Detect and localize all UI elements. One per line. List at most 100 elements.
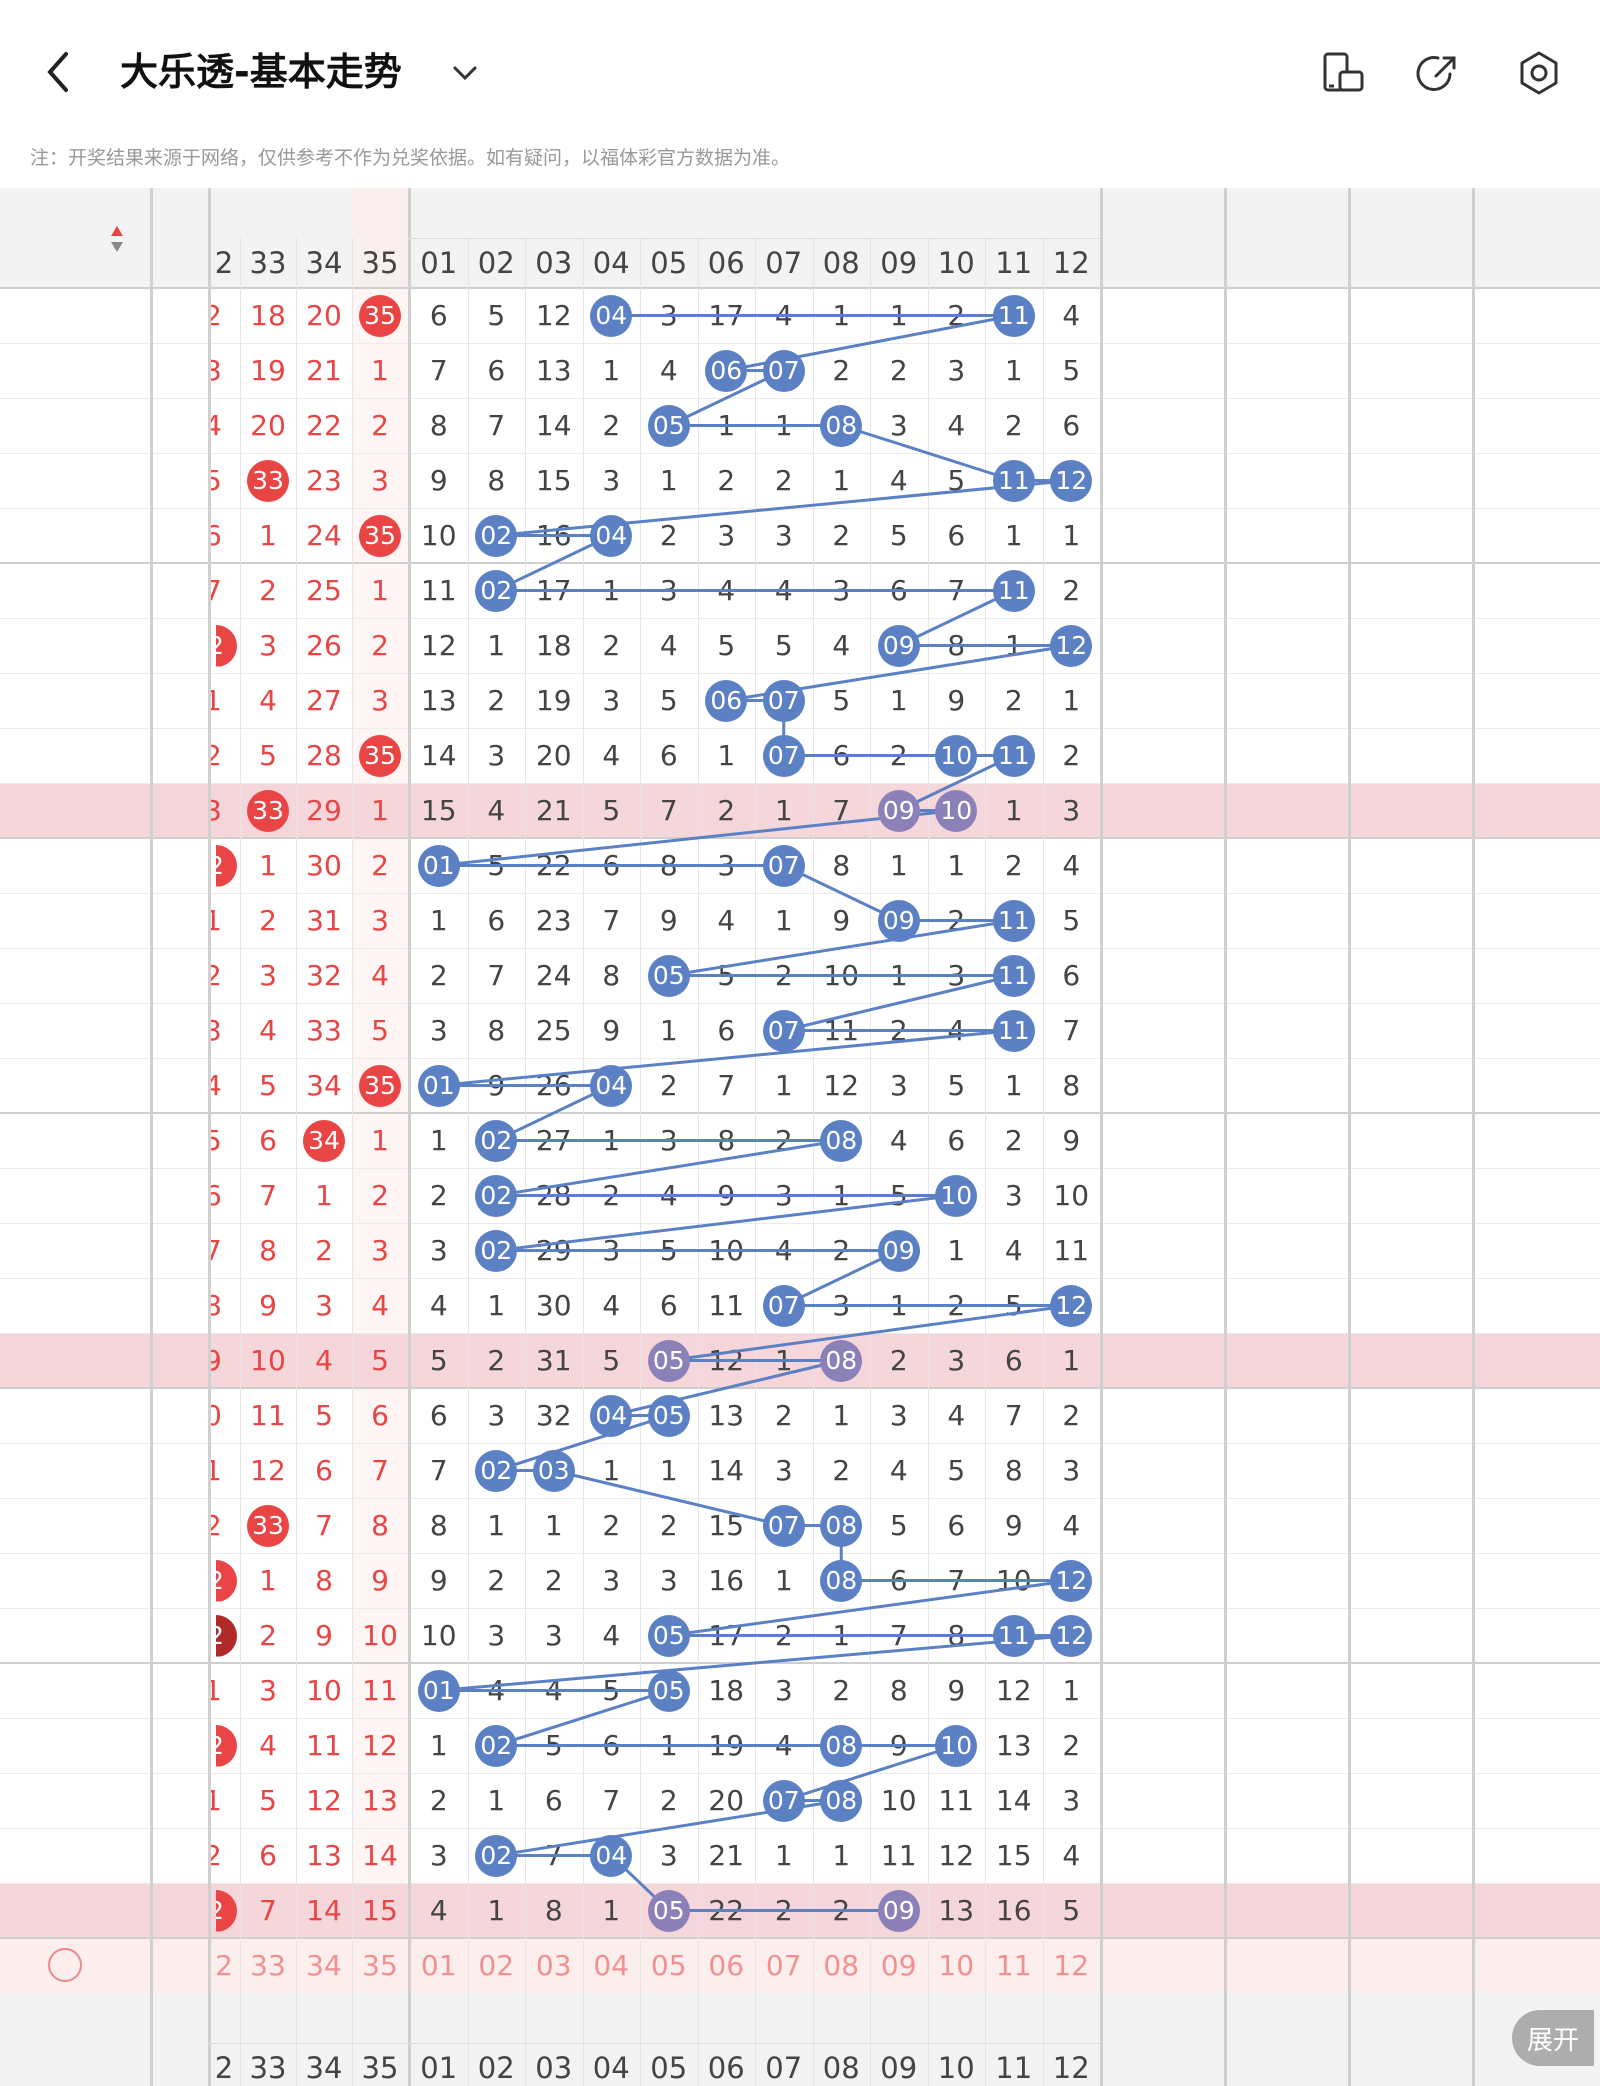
odd-even-cell (1474, 1663, 1600, 1718)
select-red-option[interactable]: 34 (306, 1949, 342, 1982)
red-miss-cell: 4 (315, 1344, 333, 1377)
select-blue-option[interactable]: 05 (650, 1949, 687, 1982)
select-blue-option[interactable]: 06 (708, 1949, 745, 1982)
select-red-option[interactable]: 33 (250, 1949, 286, 1982)
week-cell (150, 1663, 208, 1718)
span-cell (1226, 1553, 1350, 1608)
blue-ball: 09 (877, 789, 920, 832)
select-blue-option[interactable]: 07 (765, 1949, 802, 1982)
period-cell (0, 1883, 150, 1938)
blue-miss-cell: 2 (659, 519, 678, 552)
blue-ball: 05 (647, 1889, 690, 1932)
red-miss-cell: 2 (208, 299, 222, 332)
span-cell (1226, 288, 1350, 343)
red-miss-cell: 24 (306, 519, 342, 552)
week-cell (150, 1168, 208, 1223)
blue-ball: 08 (820, 404, 863, 447)
sum-cell (1102, 673, 1226, 728)
odd-even-cell (1474, 1058, 1600, 1113)
red-miss-cell: 19 (250, 354, 286, 387)
week-cell (150, 1333, 208, 1388)
blue-miss-cell: 1 (487, 1784, 506, 1817)
column-divider (582, 238, 584, 2086)
zone-ratio-cell (1350, 398, 1474, 453)
sort-icon[interactable] (110, 224, 124, 254)
blue-miss-cell: 22 (708, 1894, 745, 1927)
select-blue-option[interactable]: 11 (995, 1949, 1032, 1982)
select-blue-option[interactable]: 09 (880, 1949, 917, 1982)
red-miss-cell: 8 (315, 1564, 333, 1597)
red-miss-cell: 3 (259, 629, 277, 662)
select-blue-option[interactable]: 01 (420, 1949, 457, 1982)
sum-cell (1102, 398, 1226, 453)
chevron-down-icon[interactable] (448, 56, 482, 90)
blue-miss-cell: 4 (487, 1674, 506, 1707)
blue-col-header: 09 (880, 246, 918, 280)
page-title[interactable]: 大乐透-基本走势 (120, 50, 402, 94)
odd-even-cell (1474, 1608, 1600, 1663)
week-cell (150, 893, 208, 948)
blue-miss-cell: 5 (659, 684, 678, 717)
select-blue-option[interactable]: 03 (535, 1949, 572, 1982)
zone-ratio-cell (1350, 948, 1474, 1003)
blue-miss-cell: 8 (947, 1619, 966, 1652)
blue-miss-cell: 2 (1062, 1729, 1081, 1762)
blue-miss-cell: 1 (659, 1014, 678, 1047)
red-miss-cell: 1 (371, 1124, 389, 1157)
select-blue-option[interactable]: 02 (478, 1949, 515, 1982)
blue-miss-cell: 12 (420, 629, 457, 662)
expand-button[interactable]: 展开 (1512, 2010, 1594, 2066)
blue-miss-cell: 2 (602, 1509, 621, 1542)
blue-miss-cell: 4 (602, 1289, 621, 1322)
back-arrow-icon[interactable] (40, 50, 80, 94)
column-divider (812, 238, 814, 2086)
sum-cell (1102, 1663, 1226, 1718)
span-cell (1226, 1443, 1350, 1498)
week-cell (150, 1718, 208, 1773)
settings-icon[interactable] (1516, 50, 1562, 96)
blue-miss-cell: 12 (938, 1839, 975, 1872)
select-blue-option[interactable]: 08 (823, 1949, 860, 1982)
blue-miss-cell: 5 (1004, 1289, 1023, 1322)
red-miss-cell: 1 (259, 519, 277, 552)
blue-miss-cell: 1 (487, 1289, 506, 1322)
blue-miss-cell: 3 (487, 1619, 506, 1652)
blue-miss-cell: 13 (938, 1894, 975, 1927)
blue-ball: 09 (877, 1229, 920, 1272)
row-divider (0, 562, 1600, 564)
share-icon[interactable] (1416, 50, 1462, 96)
span-cell (1226, 1003, 1350, 1058)
odd-even-cell (1474, 618, 1600, 673)
blue-miss-cell: 1 (1062, 1344, 1081, 1377)
period-cell (0, 1773, 150, 1828)
select-blue-option[interactable]: 04 (593, 1949, 630, 1982)
select-red-option[interactable]: 35 (362, 1949, 398, 1982)
footer-blue-col-header: 07 (765, 2051, 803, 2085)
blue-miss-cell: 4 (659, 629, 678, 662)
blue-ball: 11 (992, 734, 1035, 777)
blue-miss-cell: 6 (1062, 409, 1081, 442)
select-blue-option[interactable]: 12 (1053, 1949, 1090, 1982)
red-miss-cell: 31 (306, 904, 342, 937)
zone-ratio-cell (1350, 1553, 1474, 1608)
week-cell (150, 673, 208, 728)
select-red-option[interactable]: 2 (215, 1949, 233, 1982)
select-radio[interactable] (48, 1948, 82, 1982)
screen-orientation-icon[interactable] (1320, 50, 1366, 96)
blue-miss-cell: 10 (708, 1234, 745, 1267)
column-divider (1100, 188, 1103, 2086)
red-miss-cell: 12 (306, 1784, 342, 1817)
red-miss-cell: 6 (371, 1399, 389, 1432)
red-col-header: 35 (361, 246, 399, 280)
blue-miss-cell: 8 (602, 959, 621, 992)
red-ball: 33 (247, 459, 289, 502)
blue-miss-cell: 10 (1053, 1179, 1090, 1212)
blue-miss-cell: 5 (544, 1729, 563, 1762)
blue-miss-cell: 3 (602, 464, 621, 497)
blue-miss-cell: 4 (429, 1289, 448, 1322)
period-cell (0, 1663, 150, 1718)
select-blue-option[interactable]: 10 (938, 1949, 975, 1982)
period-cell (0, 1168, 150, 1223)
week-cell (150, 1773, 208, 1828)
blue-miss-cell: 3 (774, 1179, 793, 1212)
